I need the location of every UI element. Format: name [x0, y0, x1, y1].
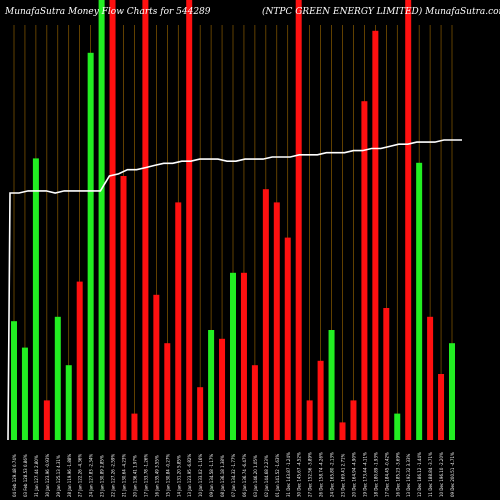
x-tick-label: 30 Dec 145.67 -4.52% [297, 452, 302, 497]
bar [142, 0, 149, 440]
bar [109, 0, 116, 440]
x-tick-label: 31 Dec 143.87 -1.24% [286, 452, 291, 497]
x-tick-label: 12 Dec 186.12 -1.44% [417, 452, 422, 497]
bar [339, 422, 346, 440]
bar [394, 413, 401, 440]
bar [87, 52, 94, 441]
x-tick-label: 03 Jan 146.20 1.05% [253, 455, 258, 497]
bar [449, 343, 455, 440]
x-tick-label: 17 Dec 184.45 -0.42% [384, 452, 389, 497]
x-tick-label: 13 Dec 192.32 3.33% [406, 453, 411, 497]
x-tick-label: 26 Dec 158.74 -4.26% [319, 452, 324, 497]
bar [262, 189, 269, 440]
chart-title-right: (NTPC GREEN ENERGY LIMITED) MunafaSutra.… [262, 6, 500, 17]
bar [153, 294, 160, 440]
bar [273, 202, 280, 440]
bar [76, 281, 83, 440]
bar [175, 202, 182, 440]
x-tick-label: 31 Jan 127.44 2.80% [34, 455, 39, 497]
bar [230, 272, 236, 440]
price-line-group [7, 139, 462, 441]
bar [284, 237, 291, 440]
bar [317, 360, 324, 440]
bar [405, 0, 412, 440]
x-tick-label: 16 Jan 135.49 3.55% [154, 455, 159, 497]
x-tick-label: 27 Jan 122.26 -4.36% [78, 454, 83, 497]
bar [438, 374, 445, 440]
x-tick-label: 21 Jan 130.64 -4.23% [122, 454, 127, 497]
x-tick-label: 03 Feb 128.53 0.86% [23, 454, 28, 497]
bars [11, 0, 455, 441]
x-tick-label: 18 Dec 180.89 -1.93% [373, 452, 378, 497]
x-tick-label: 16 Dec 185.23 -3.69% [395, 452, 400, 497]
bar [11, 321, 17, 440]
bar [251, 365, 258, 440]
x-tick-label: 06 Jan 136.74 -6.47% [242, 454, 247, 497]
x-tick-label: 23 Jan 130.89 2.85% [100, 455, 105, 497]
x-tick-label: 14 Jan 131.20 5.85% [176, 455, 181, 497]
bar [197, 387, 204, 440]
x-tick-label: 17 Jan 133.78 -1.26% [143, 454, 148, 497]
bar [164, 343, 171, 440]
x-tick-label: 13 Jan 123.95 -6.82% [187, 454, 192, 497]
bar [98, 0, 105, 440]
price-line [7, 139, 462, 441]
x-tick-label: 24 Dec 165.80 -2.13% [330, 452, 335, 497]
bar [306, 400, 313, 440]
x-tick-label: 24 Jan 127.83 -2.34% [89, 454, 94, 497]
bar [54, 316, 61, 440]
chart-title-left: MunafaSutra Money Flow Charts for 544289 [4, 7, 211, 17]
bar [240, 272, 247, 440]
bar [208, 330, 215, 440]
bar [372, 30, 379, 441]
bar [416, 162, 423, 441]
bar [361, 101, 368, 440]
x-tick-label: 07 Jan 134.32 -1.77% [231, 454, 236, 497]
x-tick-label: 08 Jan 136.18 1.38% [220, 455, 225, 497]
x-tick-label: 02 Jan 144.68 2.23% [264, 455, 269, 497]
bar [328, 330, 335, 440]
x-tick-label: 20 Jan 136.41 1.97% [132, 455, 137, 497]
x-tick-label: 01 Jan 141.52 -1.63% [275, 454, 280, 497]
bar [295, 0, 302, 440]
bar [43, 400, 50, 440]
x-tick-label: 22 Jan 127.26 -2.59% [111, 454, 116, 497]
bar [350, 400, 357, 440]
x-tick-label: 15 Jan 130.84 -0.27% [165, 454, 170, 497]
x-tick-label: 30 Jan 123.96 -0.93% [45, 454, 50, 497]
x-tick-label: 23 Dec 169.41 2.71% [341, 453, 346, 497]
bar [427, 316, 434, 440]
bar [131, 413, 138, 440]
x-tick-label: 19 Dec 173.44 -4.11% [362, 452, 367, 497]
bar [21, 347, 28, 440]
bar [65, 365, 72, 440]
x-axis-tick-labels: 04 Feb 129.48 0.74% 03 Feb 128.53 0.86% 31… [12, 452, 455, 497]
x-tick-label: 10 Jan 133.02 -1.16% [198, 454, 203, 497]
x-tick-label: 27 Dec 152.56 -3.89% [308, 452, 313, 497]
bar [186, 0, 193, 440]
bar [219, 338, 226, 440]
x-tick-label: 09 Dec 200.51 -4.71% [450, 452, 455, 497]
bar [32, 158, 39, 440]
x-tick-label: 09 Jan 134.58 -1.17% [209, 454, 214, 497]
x-tick-label: 10 Dec 196.10 -2.20% [439, 452, 444, 497]
x-tick-label: 20 Dec 164.94 -4.90% [351, 452, 356, 497]
bar [383, 308, 390, 440]
x-tick-label: 11 Dec 188.84 -3.71% [428, 452, 433, 497]
x-tick-label: 29 Jan 125.13 4.31% [56, 455, 61, 497]
bar [120, 176, 127, 440]
x-tick-label: 28 Jan 119.96 -1.88% [67, 454, 72, 497]
x-tick-label: 04 Feb 129.48 0.74% [12, 454, 17, 497]
